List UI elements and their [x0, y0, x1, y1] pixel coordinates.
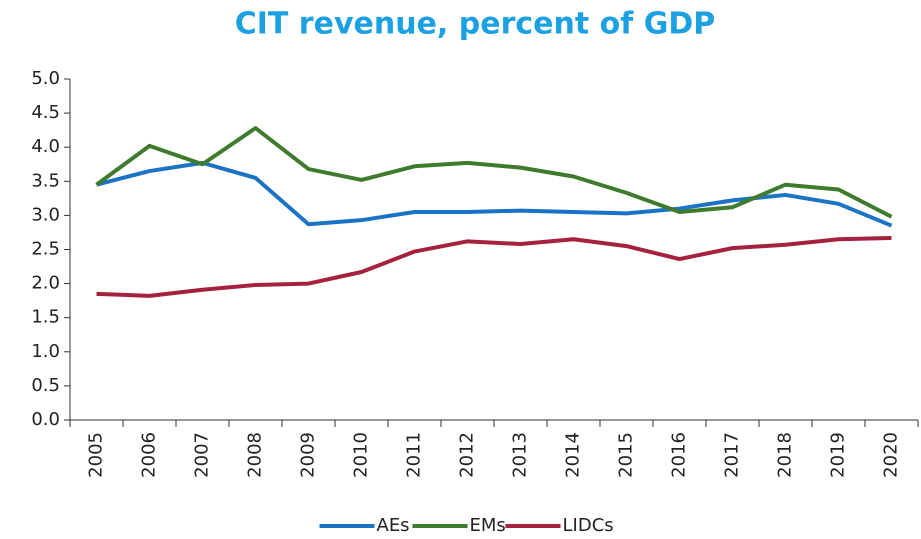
legend-label: LIDCs	[563, 515, 614, 536]
y-tick-label: 1.0	[31, 341, 60, 362]
y-tick-label: 0.5	[31, 375, 60, 396]
x-tick-label: 2006	[139, 432, 160, 478]
legend-label: EMs	[470, 515, 506, 536]
y-tick-label: 4.5	[31, 102, 60, 123]
y-tick-label: 1.5	[31, 307, 60, 328]
series-line	[95, 126, 893, 219]
legend-label: AEs	[377, 515, 410, 536]
y-tick-label: 2.0	[31, 273, 60, 294]
y-tick-label: 3.0	[31, 204, 60, 225]
y-tick-label: 0.0	[31, 409, 60, 430]
x-tick-label: 2007	[192, 432, 213, 478]
x-tick-label: 2005	[86, 432, 107, 478]
y-tick-label: 2.5	[31, 239, 60, 260]
x-tick-label: 2014	[563, 432, 584, 478]
x-tick-label: 2019	[828, 432, 849, 478]
x-tick-label: 2018	[775, 432, 796, 478]
x-tick-label: 2016	[669, 432, 690, 478]
series-line	[96, 235, 892, 298]
y-tick-label: 5.0	[31, 68, 60, 89]
x-tick-label: 2013	[510, 432, 531, 478]
y-tick-label: 4.0	[31, 136, 60, 157]
x-tick-label: 2017	[722, 432, 743, 478]
x-tick-label: 2011	[404, 432, 425, 478]
x-tick-label: 2009	[298, 432, 319, 478]
x-tick-label: 2015	[616, 432, 637, 478]
y-tick-label: 3.5	[31, 170, 60, 191]
x-tick-label: 2020	[881, 432, 902, 478]
x-tick-label: 2012	[457, 432, 478, 478]
x-tick-label: 2008	[245, 432, 266, 478]
chart-title: CIT revenue, percent of GDP	[235, 7, 716, 42]
x-tick-label: 2010	[351, 432, 372, 478]
series-line	[96, 160, 893, 228]
